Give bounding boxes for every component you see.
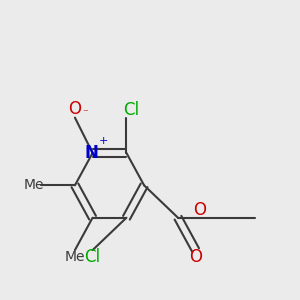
Text: O: O bbox=[68, 100, 81, 118]
Text: N: N bbox=[84, 144, 98, 162]
Text: +: + bbox=[99, 136, 109, 146]
Text: ⁻: ⁻ bbox=[82, 108, 88, 118]
Text: O: O bbox=[189, 248, 202, 266]
Text: Cl: Cl bbox=[123, 101, 139, 119]
Text: O: O bbox=[194, 201, 207, 219]
Text: Me: Me bbox=[65, 250, 85, 265]
Text: Cl: Cl bbox=[85, 248, 101, 266]
Text: Me: Me bbox=[23, 178, 44, 192]
